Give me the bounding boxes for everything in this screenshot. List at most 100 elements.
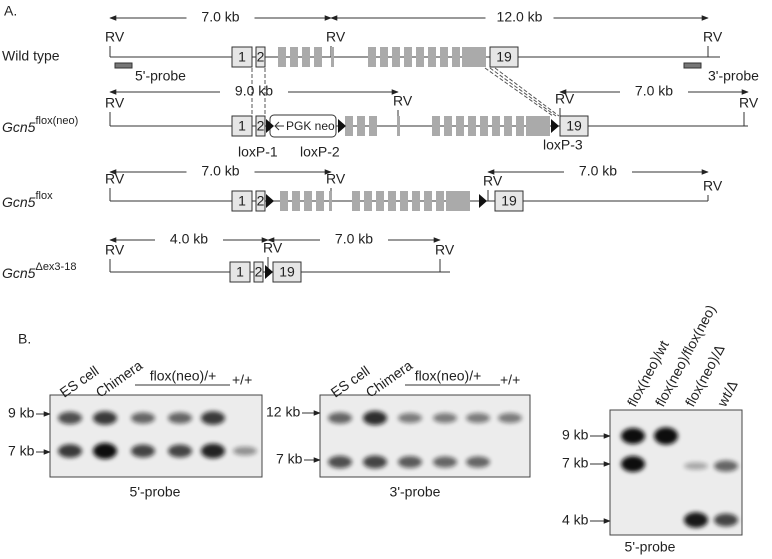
probe [114, 62, 133, 69]
loxp-site [479, 194, 487, 208]
rv-label: RV [105, 95, 125, 111]
lane-label: Chimera [363, 357, 416, 401]
blot [49, 394, 263, 478]
lane-label: Chimera [93, 357, 146, 401]
exon [424, 191, 432, 211]
exon [292, 191, 300, 211]
probe-label: 5'-probe [135, 68, 186, 84]
exon [480, 116, 488, 136]
rv-label: RV [739, 95, 759, 111]
guide-line [484, 67, 554, 117]
band [621, 428, 645, 444]
loxp-site [266, 194, 274, 208]
exon-label: 1 [238, 49, 246, 65]
lane-label: +/+ [232, 372, 252, 388]
band [58, 411, 82, 425]
exon [526, 116, 534, 136]
loxp-label: loxP-3 [543, 137, 583, 153]
exon [392, 47, 400, 67]
exon [468, 116, 476, 136]
exon [446, 191, 454, 211]
gene-name: Gcn5 [2, 119, 36, 135]
exon [444, 116, 452, 136]
distance-label: 7.0 kb [579, 163, 617, 179]
exon [542, 116, 550, 136]
guide-line [489, 67, 557, 117]
exon-label: 1 [238, 118, 246, 134]
band [684, 512, 708, 528]
exon-label: 19 [496, 49, 512, 65]
exon-label: 1 [238, 193, 246, 209]
exon [462, 191, 470, 211]
band [363, 455, 387, 469]
probe-caption: 3'-probe [390, 484, 441, 500]
exon [428, 47, 436, 67]
exon [304, 191, 312, 211]
exon-label: 19 [501, 193, 517, 209]
size-label: 7 kb [276, 451, 303, 467]
exon-box [255, 190, 266, 212]
gene-name: Gcn5 [2, 194, 36, 210]
exon [376, 191, 384, 211]
exon [462, 47, 470, 67]
lane-label: flox(neo)/+ [150, 368, 217, 384]
distance-label: 4.0 kb [170, 231, 208, 247]
exon [436, 191, 444, 211]
band [93, 411, 117, 425]
size-label: 9 kb [562, 427, 589, 443]
distance-label: 9.0 kb [235, 83, 273, 99]
probe [683, 62, 702, 69]
exon-label: 2 [257, 49, 265, 65]
exon [412, 191, 420, 211]
band [398, 456, 422, 468]
exon-label: 1 [236, 264, 244, 280]
exon-label: 19 [566, 118, 582, 134]
rv-label: RV [326, 29, 346, 45]
exon [404, 47, 412, 67]
exon-box [231, 46, 253, 68]
distance-label: 7.0 kb [201, 9, 239, 25]
exon [380, 47, 388, 67]
band [328, 455, 352, 469]
exon [456, 116, 464, 136]
band [621, 456, 645, 472]
panel-label: B. [18, 331, 31, 347]
exon [534, 116, 542, 136]
exon-box [231, 115, 253, 137]
loxp-site [266, 119, 274, 133]
lane-label: flox(neo)/+ [415, 368, 482, 384]
exon [492, 116, 500, 136]
exon [416, 47, 424, 67]
exon-label: 2 [255, 264, 263, 280]
band [654, 427, 678, 445]
probe-label: 3'-probe [708, 68, 759, 84]
exon [329, 191, 332, 211]
rv-label: RV [105, 242, 125, 258]
rv-label: RV [105, 171, 125, 187]
band [168, 412, 192, 424]
exon [388, 191, 396, 211]
exon [452, 47, 460, 67]
size-label: 12 kb [266, 404, 300, 420]
exon [290, 47, 298, 67]
distance-label: 7.0 kb [635, 83, 673, 99]
band [714, 460, 738, 472]
panel-label: A. [4, 3, 17, 19]
row-label: Gcn5flox [2, 190, 53, 210]
rv-label: RV [703, 29, 723, 45]
lane-label: +/+ [500, 372, 520, 388]
rv-label: RV [393, 93, 413, 109]
rv-label: RV [435, 242, 455, 258]
rv-label: RV [326, 171, 346, 187]
distance-label: 12.0 kb [497, 9, 543, 25]
allele: flox [35, 190, 53, 202]
exon-box [229, 261, 251, 283]
band [398, 413, 422, 423]
exon-box [255, 46, 266, 68]
distance-label: 7.0 kb [201, 163, 239, 179]
neo-label: PGK neo [286, 119, 335, 133]
band [433, 413, 457, 423]
loxp-label: loxP-1 [238, 144, 278, 160]
band [233, 446, 257, 456]
allele: flox(neo) [35, 115, 78, 127]
